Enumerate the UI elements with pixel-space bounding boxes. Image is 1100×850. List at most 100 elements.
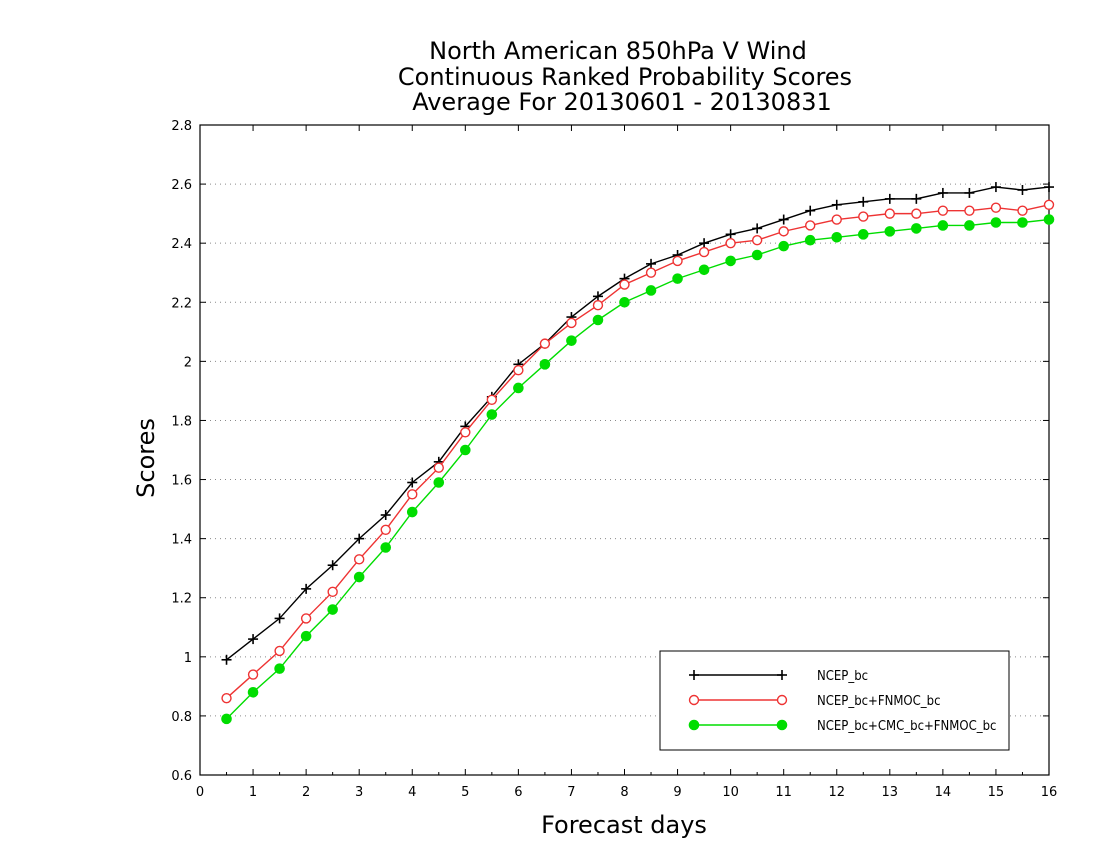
y-tick-label: 1.4 (171, 533, 192, 548)
data-point (327, 560, 338, 571)
legend-label: NCEP_bc (817, 669, 868, 684)
data-point (380, 524, 391, 535)
data-point (1017, 185, 1028, 195)
x-tick-label: 10 (722, 785, 739, 800)
data-point (1043, 214, 1055, 225)
data-point (248, 634, 259, 645)
data-point (1017, 217, 1028, 228)
data-point (831, 231, 843, 243)
data-point (778, 226, 789, 237)
x-tick-label: 7 (567, 785, 575, 800)
data-point (221, 713, 232, 725)
series-2 (221, 199, 1055, 704)
data-point (911, 208, 922, 219)
data-point (354, 533, 365, 544)
data-point (831, 214, 842, 225)
data-point (884, 226, 896, 237)
data-point (406, 506, 418, 518)
data-point (301, 583, 312, 594)
x-tick-label: 15 (988, 785, 1005, 800)
data-point (221, 654, 232, 665)
title-line-1: North American 850hPa V Wind (429, 37, 807, 65)
data-point (539, 338, 551, 349)
series-line (226, 218, 1050, 720)
data-point (592, 314, 604, 326)
x-axis-ticks: 0 1 2 3 4 5 6 7 8 9 10 11 12 13 14 15 16 (196, 125, 1057, 800)
x-tick-label: 16 (1041, 785, 1058, 800)
data-point (805, 220, 816, 231)
data-point (300, 630, 312, 642)
legend-item: NCEP_bc+CMC_bc+FNMOC_bc (688, 719, 996, 734)
data-point (380, 510, 391, 520)
data-point (911, 193, 922, 204)
y-tick-label: 1.6 (171, 474, 192, 489)
data-point (990, 182, 1001, 193)
chart-title: North American 850hPa V Wind Continuous … (398, 37, 852, 116)
data-point (247, 669, 259, 680)
data-point (460, 427, 471, 438)
data-point (274, 645, 285, 657)
data-point (698, 264, 710, 276)
legend-label: NCEP_bc+FNMOC_bc (817, 694, 941, 709)
data-point (327, 586, 338, 598)
data-point (592, 291, 603, 302)
legend-marker (688, 719, 700, 731)
y-tick-label: 2 (184, 355, 192, 370)
y-tick-label: 2.4 (171, 237, 192, 252)
x-tick-label: 9 (673, 785, 681, 800)
data-point (725, 229, 736, 240)
legend-label: NCEP_bc+CMC_bc+FNMOC_bc (817, 719, 996, 734)
data-point (725, 237, 736, 249)
data-point (645, 267, 657, 278)
legend-item: NCEP_bc (689, 669, 868, 684)
data-point (274, 663, 285, 674)
legend-marker (777, 670, 787, 680)
legend-marker (688, 694, 700, 706)
data-point (698, 246, 710, 258)
legend-marker (776, 694, 788, 706)
data-point (566, 335, 577, 346)
data-point (646, 258, 657, 269)
series-3 (221, 214, 1055, 725)
data-point (539, 359, 551, 370)
data-point (990, 202, 1002, 213)
legend-marker (776, 719, 788, 731)
data-point (407, 477, 418, 488)
data-point (274, 613, 285, 624)
data-point (433, 477, 445, 488)
data-point (725, 255, 736, 267)
data-point (513, 365, 524, 376)
data-point (433, 462, 444, 473)
data-point (751, 249, 763, 261)
x-tick-label: 8 (620, 785, 628, 800)
data-point (486, 409, 498, 420)
legend: NCEP_bc NCEP_bc+FNMOC_bc NCEP_bc+CMC_bc+FN… (659, 650, 1010, 751)
data-point (672, 273, 683, 284)
series-layer (221, 182, 1055, 725)
data-point (831, 199, 842, 210)
series-1 (221, 182, 1054, 665)
data-point (884, 193, 895, 204)
y-tick-label: 0.6 (171, 769, 192, 784)
data-point (699, 238, 710, 249)
data-point (778, 214, 789, 225)
x-tick-label: 5 (461, 785, 469, 800)
data-point (884, 208, 896, 219)
data-point (619, 279, 630, 290)
data-point (672, 255, 683, 267)
y-tick-label: 2.2 (171, 296, 192, 311)
y-axis-ticks: 0.6 0.8 1 1.2 1.4 1.6 1.8 2 2.2 2.4 2.6 2.8 (171, 119, 1049, 784)
legend-item: NCEP_bc+FNMOC_bc (688, 694, 941, 709)
x-tick-label: 0 (196, 785, 204, 800)
data-point (353, 571, 365, 583)
x-tick-label: 4 (408, 785, 416, 800)
y-tick-label: 2.8 (171, 119, 192, 134)
data-point (380, 542, 392, 553)
data-point (513, 382, 524, 394)
data-point (964, 205, 975, 216)
y-tick-label: 1 (184, 651, 192, 666)
data-point (1043, 199, 1055, 210)
y-tick-label: 1.2 (171, 592, 192, 607)
data-point (592, 300, 604, 311)
